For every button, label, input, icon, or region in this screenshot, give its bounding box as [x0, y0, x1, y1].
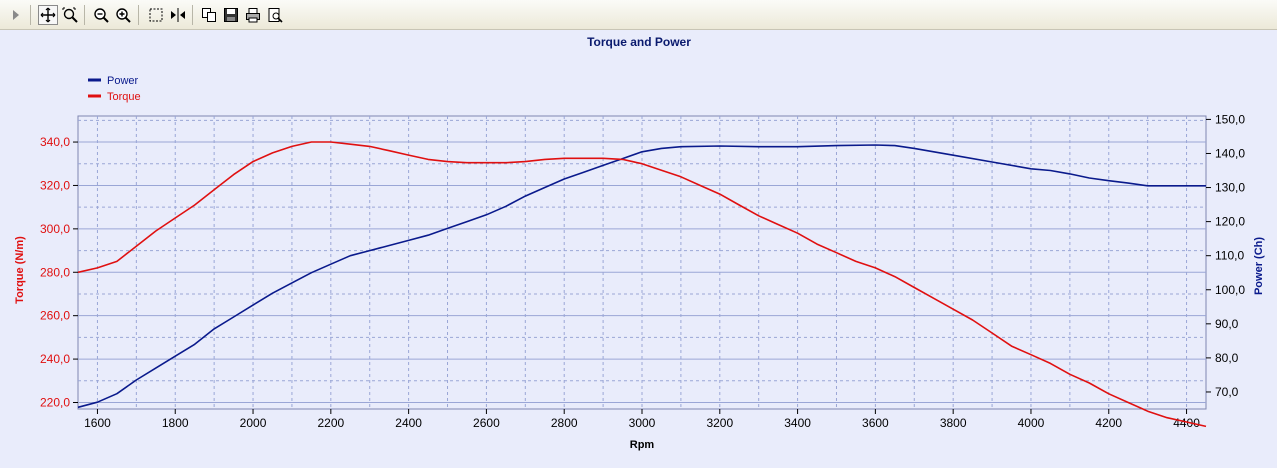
y-left-tick-label: 340,0	[40, 135, 70, 149]
x-tick-label: 4400	[1173, 416, 1200, 430]
x-tick-label: 2000	[240, 416, 267, 430]
print-preview-icon[interactable]	[265, 5, 285, 25]
chart-area: Torque and Power Power Torque 1600 1800 20…	[0, 30, 1277, 463]
y-right-tick-label: 140,0	[1215, 146, 1245, 160]
y-left-tick-label: 300,0	[40, 222, 70, 236]
x-tick-label: 3400	[784, 416, 811, 430]
y-right-tick-label: 130,0	[1215, 181, 1245, 195]
grid	[77, 115, 1207, 410]
y-right-tick-label: 70,0	[1215, 385, 1239, 399]
x-axis-label: Rpm	[630, 439, 655, 451]
x-tick-label: 3800	[940, 416, 967, 430]
series-layer	[77, 141, 1207, 428]
toolbar-separator	[138, 5, 139, 25]
copy-icon[interactable]	[199, 5, 219, 25]
legend-torque-label: Torque	[107, 91, 141, 103]
x-tick-label: 2400	[395, 416, 422, 430]
y-left-tick-label: 320,0	[40, 178, 70, 192]
toolbar	[0, 0, 1277, 30]
series-line-power	[77, 144, 1206, 409]
x-tick-label: 1600	[84, 416, 111, 430]
series-line-torque	[77, 141, 1207, 428]
zoom-fit-icon[interactable]	[60, 5, 80, 25]
y-right-tick-label: 110,0	[1215, 249, 1244, 263]
chart-title: Torque and Power	[587, 35, 691, 49]
x-tick-label: 3600	[862, 416, 889, 430]
save-icon[interactable]	[221, 5, 241, 25]
y-right-tick-label: 120,0	[1215, 215, 1245, 229]
cursor-measure-icon[interactable]	[168, 5, 188, 25]
play-icon[interactable]	[6, 5, 26, 25]
select-rect-icon[interactable]	[146, 5, 166, 25]
toolbar-separator	[30, 5, 31, 25]
x-tick-label: 1800	[162, 416, 189, 430]
legend: Power Torque	[88, 75, 141, 103]
x-tick-label: 4200	[1095, 416, 1122, 430]
y-axis-right-label: Power (Ch)	[1253, 237, 1265, 295]
y-left-tick-label: 280,0	[40, 265, 70, 279]
x-tick-label: 4000	[1018, 416, 1045, 430]
zoom-in-icon[interactable]	[113, 5, 133, 25]
x-tick-label: 3200	[706, 416, 733, 430]
y-left-tick-label: 220,0	[40, 395, 70, 409]
zoom-out-icon[interactable]	[91, 5, 111, 25]
y-axis-left-label: Torque (N/m)	[14, 236, 26, 304]
pan-icon[interactable]	[38, 5, 58, 25]
x-tick-label: 3000	[629, 416, 656, 430]
y-right-tick-label: 90,0	[1215, 317, 1239, 331]
x-tick-label: 2600	[473, 416, 500, 430]
y-right-tick-label: 80,0	[1215, 351, 1239, 365]
x-tick-label: 2200	[317, 416, 344, 430]
toolbar-separator	[84, 5, 85, 25]
x-tick-label: 2800	[551, 416, 578, 430]
axes: 1600 1800 2000 2200 2400 2600 2800 3000 3200 3400…	[40, 112, 1245, 430]
toolbar-separator	[192, 5, 193, 25]
y-right-tick-label: 150,0	[1215, 112, 1245, 126]
y-right-tick-label: 100,0	[1215, 283, 1245, 297]
legend-power-label: Power	[107, 75, 139, 87]
y-left-tick-label: 260,0	[40, 309, 70, 323]
y-left-tick-label: 240,0	[40, 352, 70, 366]
chart: Torque and Power Power Torque 1600 1800 20…	[14, 35, 1265, 451]
print-icon[interactable]	[243, 5, 263, 25]
